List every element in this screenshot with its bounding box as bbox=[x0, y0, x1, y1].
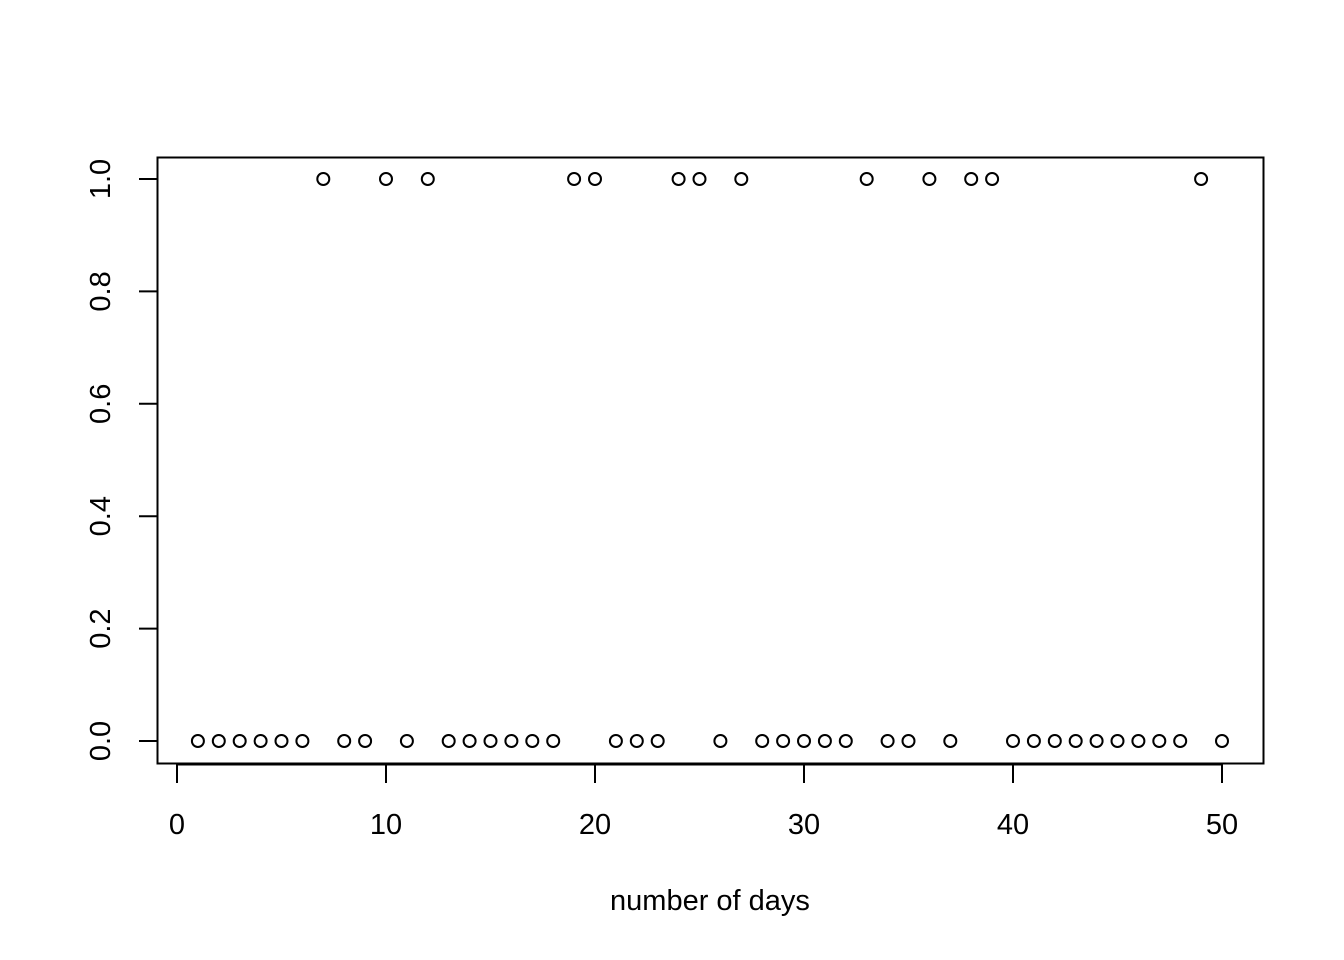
data-point bbox=[316, 172, 331, 186]
x-tick-label: 20 bbox=[579, 809, 611, 841]
data-point bbox=[838, 734, 853, 748]
data-point bbox=[1173, 734, 1188, 748]
data-point bbox=[483, 734, 498, 748]
data-point bbox=[1026, 734, 1041, 748]
data-point bbox=[358, 734, 373, 748]
y-tick-label: 0.8 bbox=[85, 271, 117, 311]
data-point bbox=[1006, 734, 1020, 748]
data-point bbox=[1131, 734, 1146, 748]
data-point bbox=[922, 172, 937, 186]
data-point bbox=[650, 734, 665, 748]
data-point bbox=[797, 734, 811, 748]
x-tick-label: 0 bbox=[169, 809, 185, 841]
data-point bbox=[462, 734, 477, 748]
data-point bbox=[734, 172, 749, 186]
data-point bbox=[588, 172, 602, 186]
data-point bbox=[964, 172, 979, 186]
data-point bbox=[817, 734, 832, 748]
data-point bbox=[567, 172, 582, 186]
data-point bbox=[901, 734, 916, 748]
data-point bbox=[546, 734, 561, 748]
data-point bbox=[441, 734, 456, 748]
data-point bbox=[859, 172, 874, 186]
data-point bbox=[295, 734, 310, 748]
data-point bbox=[232, 734, 247, 748]
data-point bbox=[253, 734, 268, 748]
data-point bbox=[274, 734, 289, 748]
x-axis-title: number of days bbox=[610, 885, 810, 917]
data-point bbox=[1152, 734, 1167, 748]
data-point bbox=[1068, 734, 1083, 748]
data-point bbox=[985, 172, 1000, 186]
x-tick-label: 50 bbox=[1206, 809, 1238, 841]
x-tick-label: 10 bbox=[370, 809, 402, 841]
data-point bbox=[211, 734, 226, 748]
data-point bbox=[1215, 734, 1229, 748]
data-point bbox=[755, 734, 770, 748]
data-point bbox=[525, 734, 540, 748]
data-point bbox=[190, 734, 205, 748]
data-point bbox=[713, 734, 728, 748]
data-point bbox=[337, 734, 352, 748]
data-point bbox=[692, 172, 707, 186]
y-axis: 0.0 0.2 0.4 0.6 0.8 1.0 bbox=[85, 159, 159, 761]
data-point bbox=[1047, 734, 1062, 748]
data-point bbox=[880, 734, 895, 748]
y-tick-label: 0.2 bbox=[85, 608, 117, 648]
x-axis: 0 10 20 30 40 50 bbox=[169, 763, 1238, 841]
y-tick-label: 0.6 bbox=[85, 384, 117, 424]
data-point bbox=[420, 172, 435, 186]
data-point bbox=[504, 734, 519, 748]
y-tick-label: 0.0 bbox=[85, 721, 117, 761]
plot-frame bbox=[156, 156, 1265, 765]
data-points bbox=[190, 172, 1229, 748]
y-tick-label: 0.4 bbox=[85, 496, 117, 536]
data-point bbox=[1110, 734, 1125, 748]
data-point bbox=[1089, 734, 1104, 748]
data-point bbox=[629, 734, 644, 748]
data-point bbox=[776, 734, 791, 748]
x-tick-label: 30 bbox=[788, 809, 820, 841]
data-point bbox=[943, 734, 958, 748]
data-point bbox=[608, 734, 623, 748]
data-point bbox=[671, 172, 686, 186]
data-point bbox=[399, 734, 414, 748]
data-point bbox=[379, 172, 393, 186]
y-tick-label: 1.0 bbox=[85, 159, 117, 199]
x-tick-label: 40 bbox=[997, 809, 1029, 841]
data-point bbox=[1194, 172, 1209, 186]
